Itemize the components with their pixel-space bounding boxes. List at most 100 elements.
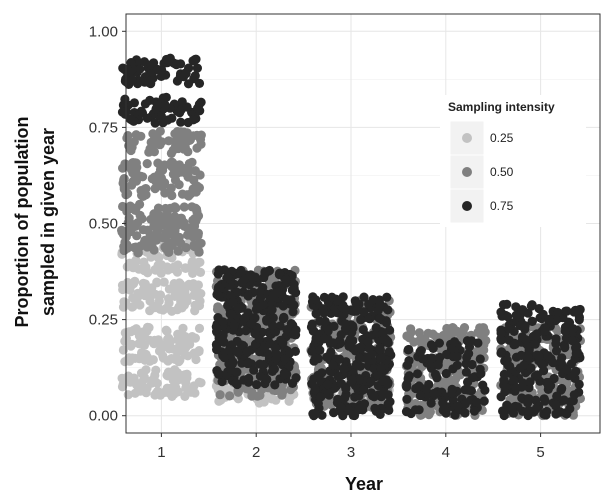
data-point (119, 245, 129, 256)
x-tick-label: 3 (347, 444, 355, 461)
data-point (240, 313, 250, 323)
data-point (369, 364, 379, 374)
data-point (217, 377, 227, 387)
data-point (249, 365, 259, 375)
data-point (259, 343, 270, 353)
data-point (189, 240, 199, 250)
data-point (340, 323, 351, 333)
data-point (237, 278, 247, 288)
data-point (241, 326, 251, 336)
x-tick-label: 1 (157, 444, 165, 461)
data-point (310, 385, 320, 395)
data-point (415, 391, 425, 401)
data-point (574, 379, 584, 389)
data-point (496, 335, 506, 345)
data-point (161, 203, 171, 214)
data-point (214, 265, 224, 275)
data-point (133, 288, 143, 298)
data-point (429, 388, 439, 399)
data-point (560, 326, 570, 336)
data-point (213, 302, 223, 312)
data-point (173, 246, 183, 256)
data-point (479, 396, 489, 406)
data-point (190, 388, 200, 398)
data-point (404, 344, 414, 355)
data-point (343, 404, 353, 414)
data-point (376, 353, 387, 363)
y-axis: 0.00 0.25 0.50 0.75 1.00 (89, 23, 126, 425)
data-point (271, 348, 281, 359)
data-point (500, 387, 510, 397)
data-point (496, 348, 506, 358)
data-point (531, 330, 541, 340)
data-point (323, 379, 333, 390)
data-point (194, 246, 204, 256)
data-point (147, 242, 157, 252)
data-point (181, 383, 191, 393)
data-point (154, 169, 164, 179)
data-point (141, 190, 151, 200)
data-point (434, 338, 444, 348)
data-point (376, 392, 386, 402)
data-point (219, 353, 230, 363)
data-point (509, 375, 519, 385)
data-point (543, 380, 553, 390)
data-point (551, 346, 562, 356)
data-point (192, 63, 202, 73)
data-point (147, 289, 158, 299)
data-point (123, 390, 133, 400)
data-point (255, 371, 265, 381)
data-point (130, 276, 140, 286)
data-point (414, 336, 424, 346)
data-point (347, 375, 357, 385)
data-point (449, 337, 460, 347)
data-point (223, 272, 233, 282)
data-point (166, 183, 176, 193)
data-point (214, 369, 224, 379)
data-point (193, 211, 204, 221)
data-point (359, 292, 369, 302)
data-point (177, 97, 187, 107)
legend-keys: 0.25 0.50 0.75 (449, 120, 514, 224)
data-point (196, 130, 206, 140)
data-point (318, 304, 328, 314)
data-point (333, 371, 343, 382)
data-point (119, 174, 129, 184)
data-point (242, 347, 253, 357)
data-point (384, 347, 394, 357)
data-point (351, 298, 361, 308)
data-point (147, 174, 157, 184)
data-point (269, 364, 279, 374)
data-point (180, 143, 190, 153)
data-point (345, 334, 356, 344)
data-point (339, 364, 349, 374)
data-point (187, 332, 197, 342)
data-point (414, 381, 424, 391)
data-point (473, 338, 483, 348)
data-point (442, 323, 452, 334)
data-point (511, 310, 521, 320)
data-point (138, 278, 148, 288)
legend-key-point (462, 167, 472, 177)
data-point (233, 348, 243, 358)
data-point (375, 345, 385, 355)
data-point (531, 404, 541, 414)
data-point (127, 339, 137, 349)
x-tick-label: 4 (442, 444, 450, 461)
data-point (168, 145, 178, 155)
data-point (120, 328, 130, 338)
data-point (277, 386, 288, 396)
data-point (496, 328, 506, 338)
data-point (364, 299, 374, 309)
data-point (499, 375, 509, 385)
data-point (244, 373, 254, 383)
data-point (139, 331, 149, 341)
data-point (262, 316, 272, 326)
data-point (272, 288, 282, 298)
data-point (329, 321, 339, 331)
data-point (229, 320, 239, 331)
x-tick-label: 5 (536, 444, 544, 461)
data-point (307, 319, 317, 329)
data-point (381, 318, 391, 328)
data-point (362, 353, 372, 364)
